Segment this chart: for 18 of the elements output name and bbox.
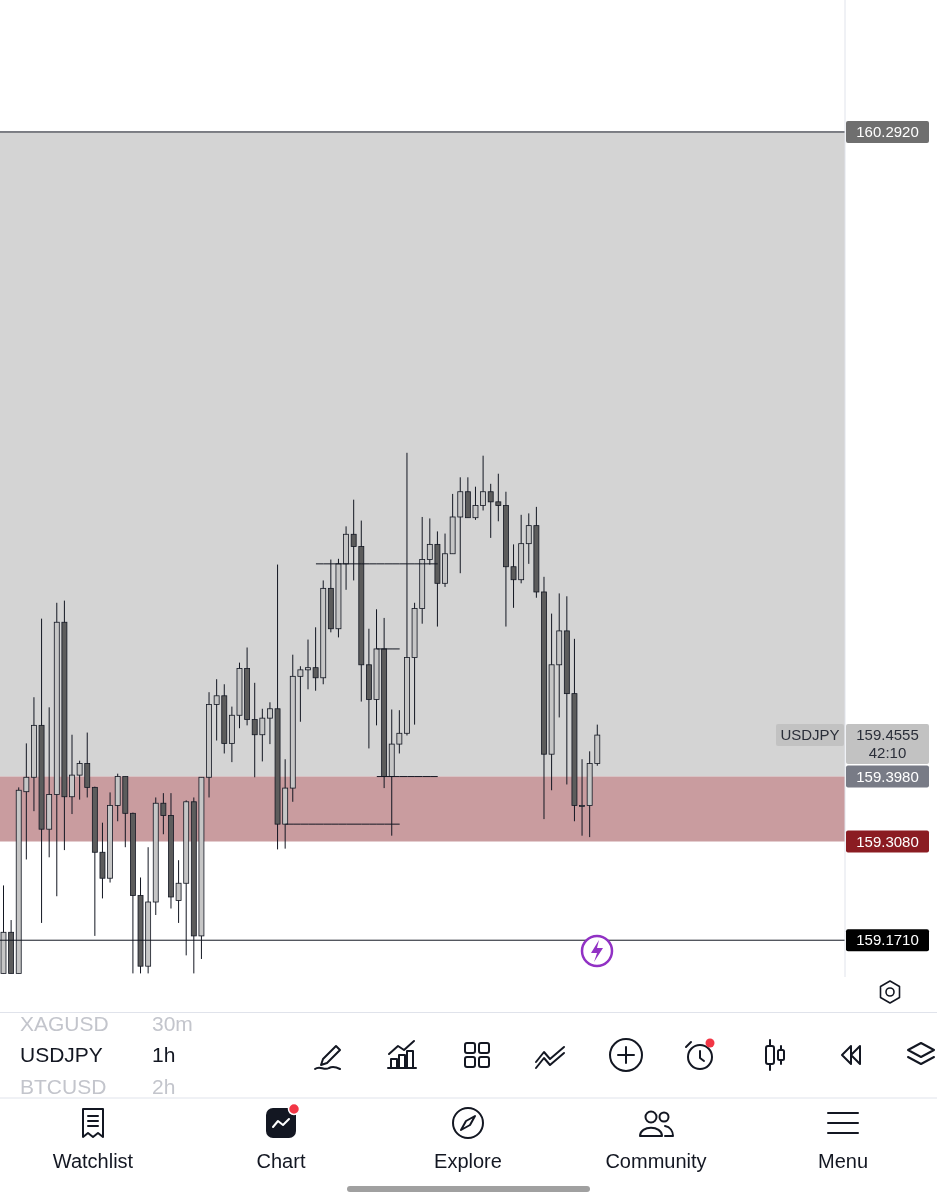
y-tick-label: 159.3080 xyxy=(856,832,919,850)
text: 30m xyxy=(152,1012,193,1036)
text: Menu xyxy=(817,1150,869,1172)
annotation: USDJPY xyxy=(780,726,840,744)
text: XAGUSD xyxy=(20,1012,109,1036)
y-tick-label: 159.1710 xyxy=(856,931,919,949)
y-tick-label: 159.4555 xyxy=(856,726,919,744)
y-tick-label: 159.3980 xyxy=(856,767,919,785)
text: 42:10 xyxy=(868,744,907,762)
text: Community xyxy=(605,1150,707,1172)
text: USDJPY xyxy=(20,1043,103,1067)
text: 1h xyxy=(152,1043,176,1067)
text: BTCUSD xyxy=(20,1075,107,1099)
text: Explore xyxy=(434,1150,502,1172)
text: Watchlist xyxy=(52,1150,134,1172)
text: 2h xyxy=(152,1075,176,1099)
text: Chart xyxy=(256,1150,306,1172)
y-tick-label: 160.2920 xyxy=(856,123,919,141)
